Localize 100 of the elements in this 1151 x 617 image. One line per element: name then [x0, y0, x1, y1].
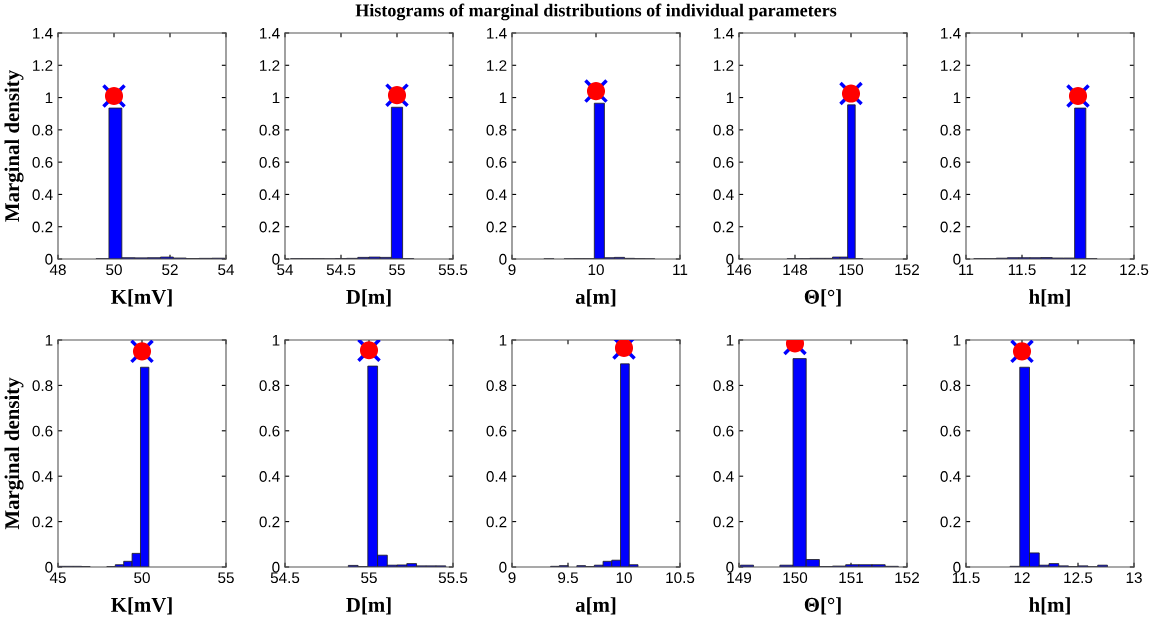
x-tick-label: 9 — [508, 572, 516, 584]
y-tick-label: 0 — [499, 561, 507, 573]
y-tick-label: 1 — [726, 92, 734, 104]
x-axis-title: Θ[°] — [804, 597, 841, 615]
y-tick-label: 0.6 — [713, 425, 734, 437]
y-tick-label: 1.2 — [260, 60, 280, 71]
y-tick-label: 0 — [499, 253, 507, 265]
x-axis-title: K[mV] — [111, 597, 172, 615]
y-tick-label: 0.2 — [259, 516, 280, 528]
y-tick-label: 0.8 — [486, 124, 507, 136]
y-tick-label: 0.2 — [713, 221, 734, 233]
y-tick-label: 0.6 — [713, 157, 734, 168]
x-tick-label: 54 — [277, 264, 294, 276]
y-tick-label: 0.4 — [32, 189, 53, 201]
x-tick-label: 146 — [727, 264, 752, 276]
y-tick-label: 1 — [272, 335, 280, 346]
y-tick-label: 0.4 — [486, 471, 507, 482]
y-tick-label: 0.4 — [486, 189, 507, 201]
x-tick-label: 11.5 — [1008, 264, 1036, 276]
y-tick-label: 1.2 — [941, 60, 961, 71]
y-tick-label: 1 — [45, 335, 53, 346]
y-tick-label: 1 — [499, 92, 507, 104]
x-tick-label: 50 — [134, 572, 150, 584]
y-tick-label: 0.2 — [32, 221, 53, 233]
y-tick-label: 1.2 — [33, 60, 53, 71]
x-axis-title: a[m] — [575, 597, 616, 615]
x-tick-label: 12.5 — [1064, 572, 1093, 584]
x-tick-label: 10.5 — [666, 572, 695, 584]
y-tick-label: 0.6 — [940, 425, 961, 437]
x-tick-label: 45 — [49, 572, 66, 584]
y-tick-label: 0 — [272, 561, 280, 573]
x-tick-label: 54.5 — [270, 572, 300, 584]
x-tick-label: 10 — [616, 572, 632, 584]
x-tick-label: 10 — [588, 264, 604, 276]
x-tick-label: 11.5 — [952, 572, 980, 584]
y-tick-label: 1 — [499, 335, 507, 346]
x-tick-label: 52 — [162, 264, 178, 276]
y-tick-label: 0.8 — [940, 380, 961, 392]
x-tick-label: 9.5 — [558, 572, 578, 584]
y-tick-label: 0.4 — [259, 471, 280, 482]
x-tick-label: 48 — [49, 264, 66, 276]
x-tick-label: 55 — [361, 572, 377, 584]
x-axis-title: D[m] — [346, 597, 391, 615]
y-tick-label: 0.8 — [940, 124, 961, 136]
y-tick-label: 0.8 — [259, 380, 280, 392]
y-tick-label: 0 — [726, 561, 734, 573]
x-axis-title: D[m] — [346, 289, 391, 307]
y-tick-label: 0.4 — [940, 471, 961, 482]
y-tick-label: 0.2 — [713, 516, 734, 528]
y-tick-label: 0 — [45, 253, 53, 265]
x-tick-label: 11 — [673, 264, 688, 275]
y-tick-label: 0.8 — [486, 380, 507, 392]
y-tick-label: 0.6 — [259, 157, 280, 168]
y-tick-label: 0.6 — [486, 425, 507, 437]
y-tick-label: 0.2 — [940, 516, 961, 528]
x-tick-label: 152 — [895, 572, 919, 584]
x-tick-label: 11 — [959, 264, 974, 275]
y-tick-label: 0.8 — [713, 380, 734, 392]
y-tick-label: 1.4 — [714, 28, 734, 39]
x-tick-label: 54 — [218, 264, 235, 276]
y-tick-label: 1.4 — [941, 28, 961, 39]
y-tick-label: 1.4 — [487, 28, 507, 39]
y-tick-label: 0.6 — [259, 425, 280, 437]
y-tick-label: 1 — [953, 92, 961, 104]
y-tick-label: 0.8 — [713, 124, 734, 136]
x-tick-label: 12 — [1014, 572, 1030, 583]
y-tick-label: 1.4 — [260, 28, 280, 39]
y-tick-label: 0.2 — [940, 221, 961, 233]
y-tick-label: 0.2 — [486, 516, 507, 528]
x-tick-label: 55 — [218, 572, 234, 584]
y-tick-label: 0.2 — [32, 516, 53, 528]
y-tick-label: 1 — [272, 92, 280, 104]
x-tick-label: 151 — [839, 572, 863, 584]
y-tick-label: 0.6 — [32, 157, 53, 168]
y-tick-label: 0.4 — [940, 189, 961, 201]
y-tick-label: 0.8 — [259, 124, 280, 136]
y-tick-label: 1.2 — [487, 60, 507, 71]
y-tick-label: 0.2 — [259, 221, 280, 233]
y-tick-label: 0 — [272, 253, 280, 265]
y-tick-label: 0 — [953, 253, 961, 265]
y-tick-label: 0.4 — [713, 189, 734, 201]
y-tick-label: 1 — [953, 335, 961, 346]
x-axis-title: Θ[°] — [804, 289, 841, 307]
y-tick-label: 0.6 — [32, 425, 53, 437]
x-axis-title: h[m] — [1029, 597, 1070, 615]
x-tick-label: 148 — [783, 264, 808, 276]
y-tick-label: 0.8 — [32, 124, 53, 136]
x-tick-label: 12.5 — [1120, 264, 1149, 276]
y-tick-label: 0.6 — [940, 157, 961, 168]
x-axis-title: K[mV] — [111, 289, 172, 307]
y-tick-label: 0 — [45, 561, 53, 573]
x-tick-label: 55 — [389, 264, 405, 276]
y-tick-label: 0.6 — [486, 157, 507, 168]
x-tick-label: 13 — [1126, 572, 1142, 584]
y-tick-label: 1 — [45, 92, 53, 104]
y-axis-title: Marginal density — [4, 70, 24, 222]
x-tick-label: 150 — [839, 264, 864, 276]
x-tick-label: 50 — [106, 264, 122, 276]
x-axis-title: h[m] — [1029, 289, 1070, 307]
x-tick-label: 150 — [783, 572, 808, 584]
